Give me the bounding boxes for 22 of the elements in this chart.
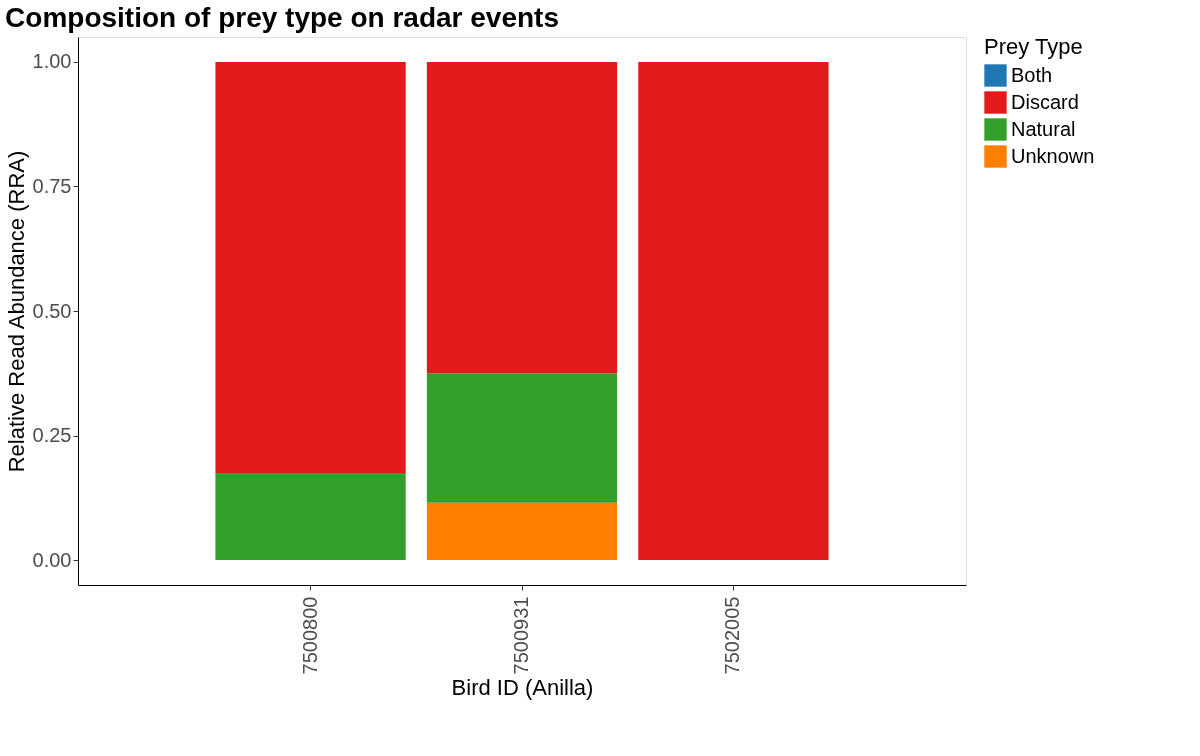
- x-tick-label: 7500800: [298, 596, 321, 675]
- bar: [426, 373, 618, 503]
- chart-title: Composition of prey type on radar events: [5, 2, 559, 33]
- x-axis-title: Bird ID (Anilla): [451, 675, 594, 701]
- x-tick-label: 7500931: [510, 596, 532, 675]
- legend-label: Unknown: [1011, 144, 1095, 167]
- legend-label: Discard: [1011, 90, 1079, 113]
- legend-label: Natural: [1011, 117, 1076, 140]
- y-axis-title: Relative Read Abundance (RRA): [3, 150, 29, 473]
- y-tick-label: 0.75: [32, 174, 72, 197]
- y-tick-label: 1.00: [32, 50, 72, 73]
- bar: [426, 502, 618, 561]
- y-tick-label: 0.00: [32, 548, 72, 571]
- legend-title: Prey Type: [984, 34, 1083, 59]
- bar: [638, 61, 829, 561]
- bar: [215, 61, 406, 473]
- bar: [426, 61, 618, 374]
- y-tick-label: 0.25: [32, 424, 72, 447]
- bar: [215, 472, 406, 561]
- y-tick-label: 0.50: [32, 299, 72, 322]
- legend-label: Both: [1011, 63, 1053, 86]
- x-tick-label: 7502005: [721, 596, 744, 675]
